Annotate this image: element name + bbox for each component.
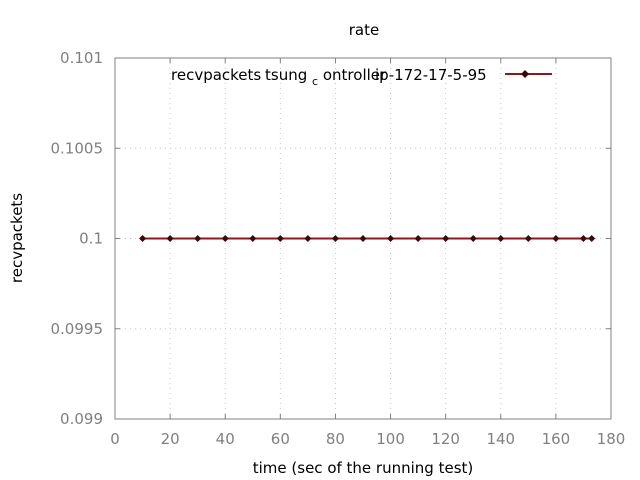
series <box>139 235 596 242</box>
data-point <box>469 235 477 242</box>
chart-title: rate <box>349 21 379 39</box>
x-tick-label: 80 <box>326 430 345 448</box>
y-tick-label: 0.101 <box>60 49 103 67</box>
x-tick-label: 120 <box>431 430 460 448</box>
data-point <box>194 235 202 242</box>
data-point <box>579 235 587 242</box>
data-point <box>588 235 596 242</box>
y-tick-label: 0.1005 <box>51 139 104 157</box>
x-tick-label: 20 <box>161 430 180 448</box>
x-tick-label: 60 <box>271 430 290 448</box>
data-point <box>497 235 505 242</box>
x-tick-label: 140 <box>486 430 515 448</box>
legend: recvpackets tsung c ontroller ip-172-17-… <box>171 66 552 89</box>
y-tick-label: 0.0995 <box>51 320 104 338</box>
data-point <box>359 235 367 242</box>
data-point <box>166 235 174 242</box>
data-point <box>552 235 560 242</box>
x-tick-label: 0 <box>110 430 120 448</box>
data-point <box>276 235 284 242</box>
ticks: 0 20 40 60 80 100 120 140 160 180 0.099 0.0995 0.1 0.… <box>51 49 626 448</box>
data-point <box>139 235 147 242</box>
legend-marker <box>521 70 529 78</box>
data-point <box>414 235 422 242</box>
legend-label-part1: recvpackets <box>171 66 261 84</box>
data-point <box>221 235 229 242</box>
x-tick-label: 40 <box>216 430 235 448</box>
x-tick-label: 160 <box>542 430 571 448</box>
data-point <box>524 235 532 242</box>
data-point <box>387 235 395 242</box>
y-tick-label: 0.1 <box>79 230 103 248</box>
legend-label-part4: ontroller <box>323 66 387 84</box>
data-point <box>249 235 257 242</box>
legend-label-part2: tsung <box>265 66 307 84</box>
legend-label-part5: ip-172-17-5-95 <box>375 66 487 84</box>
x-tick-label: 180 <box>597 430 626 448</box>
y-tick-label: 0.099 <box>60 410 103 428</box>
y-axis-title: recvpackets <box>8 193 26 283</box>
x-tick-label: 100 <box>376 430 405 448</box>
data-point <box>304 235 312 242</box>
data-point <box>331 235 339 242</box>
data-point <box>442 235 450 242</box>
x-axis-title: time (sec of the running test) <box>253 459 474 477</box>
legend-label-part3: c <box>312 75 318 88</box>
legend-label: recvpackets tsung c ontroller ip-172-17-… <box>171 66 487 89</box>
